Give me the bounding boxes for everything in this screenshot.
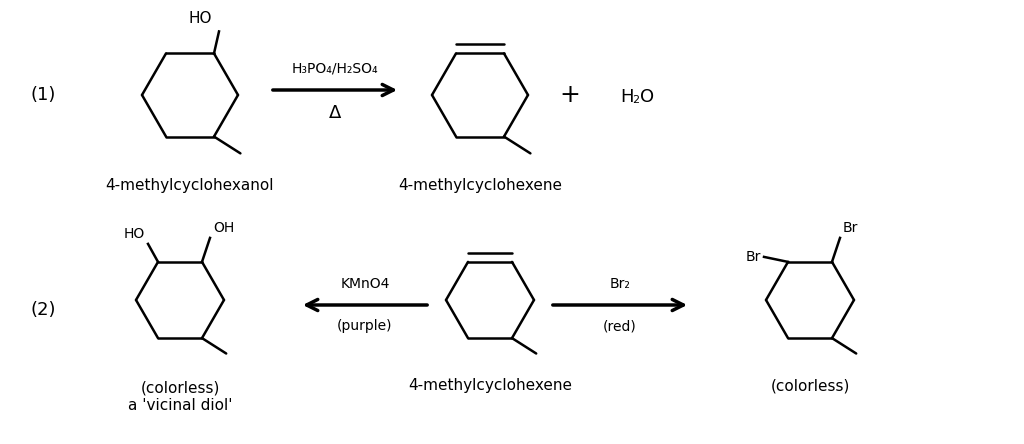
Text: 4-methylcyclohexene: 4-methylcyclohexene <box>408 378 572 393</box>
Text: (colorless): (colorless) <box>770 378 850 393</box>
Text: (1): (1) <box>30 86 55 104</box>
Text: (red): (red) <box>603 319 637 333</box>
Text: 4-methylcyclohexanol: 4-methylcyclohexanol <box>105 178 274 193</box>
Text: (2): (2) <box>30 301 55 319</box>
Text: (colorless): (colorless) <box>140 380 220 395</box>
Text: KMnO4: KMnO4 <box>340 277 390 291</box>
Text: Br₂: Br₂ <box>609 277 631 291</box>
Text: 4-methylcyclohexene: 4-methylcyclohexene <box>398 178 562 193</box>
Text: H: H <box>620 88 634 106</box>
Text: Br: Br <box>745 250 761 264</box>
Text: (purple): (purple) <box>337 319 393 333</box>
Text: HO: HO <box>188 12 212 27</box>
Text: H₃PO₄/H₂SO₄: H₃PO₄/H₂SO₄ <box>292 62 378 76</box>
Text: Δ: Δ <box>329 104 341 122</box>
Text: O: O <box>640 88 654 106</box>
Text: OH: OH <box>213 221 234 235</box>
Text: +: + <box>559 83 581 107</box>
Text: Br: Br <box>843 221 858 235</box>
Text: a 'vicinal diol': a 'vicinal diol' <box>128 398 232 413</box>
Text: 2: 2 <box>632 95 639 105</box>
Text: HO: HO <box>124 227 145 241</box>
